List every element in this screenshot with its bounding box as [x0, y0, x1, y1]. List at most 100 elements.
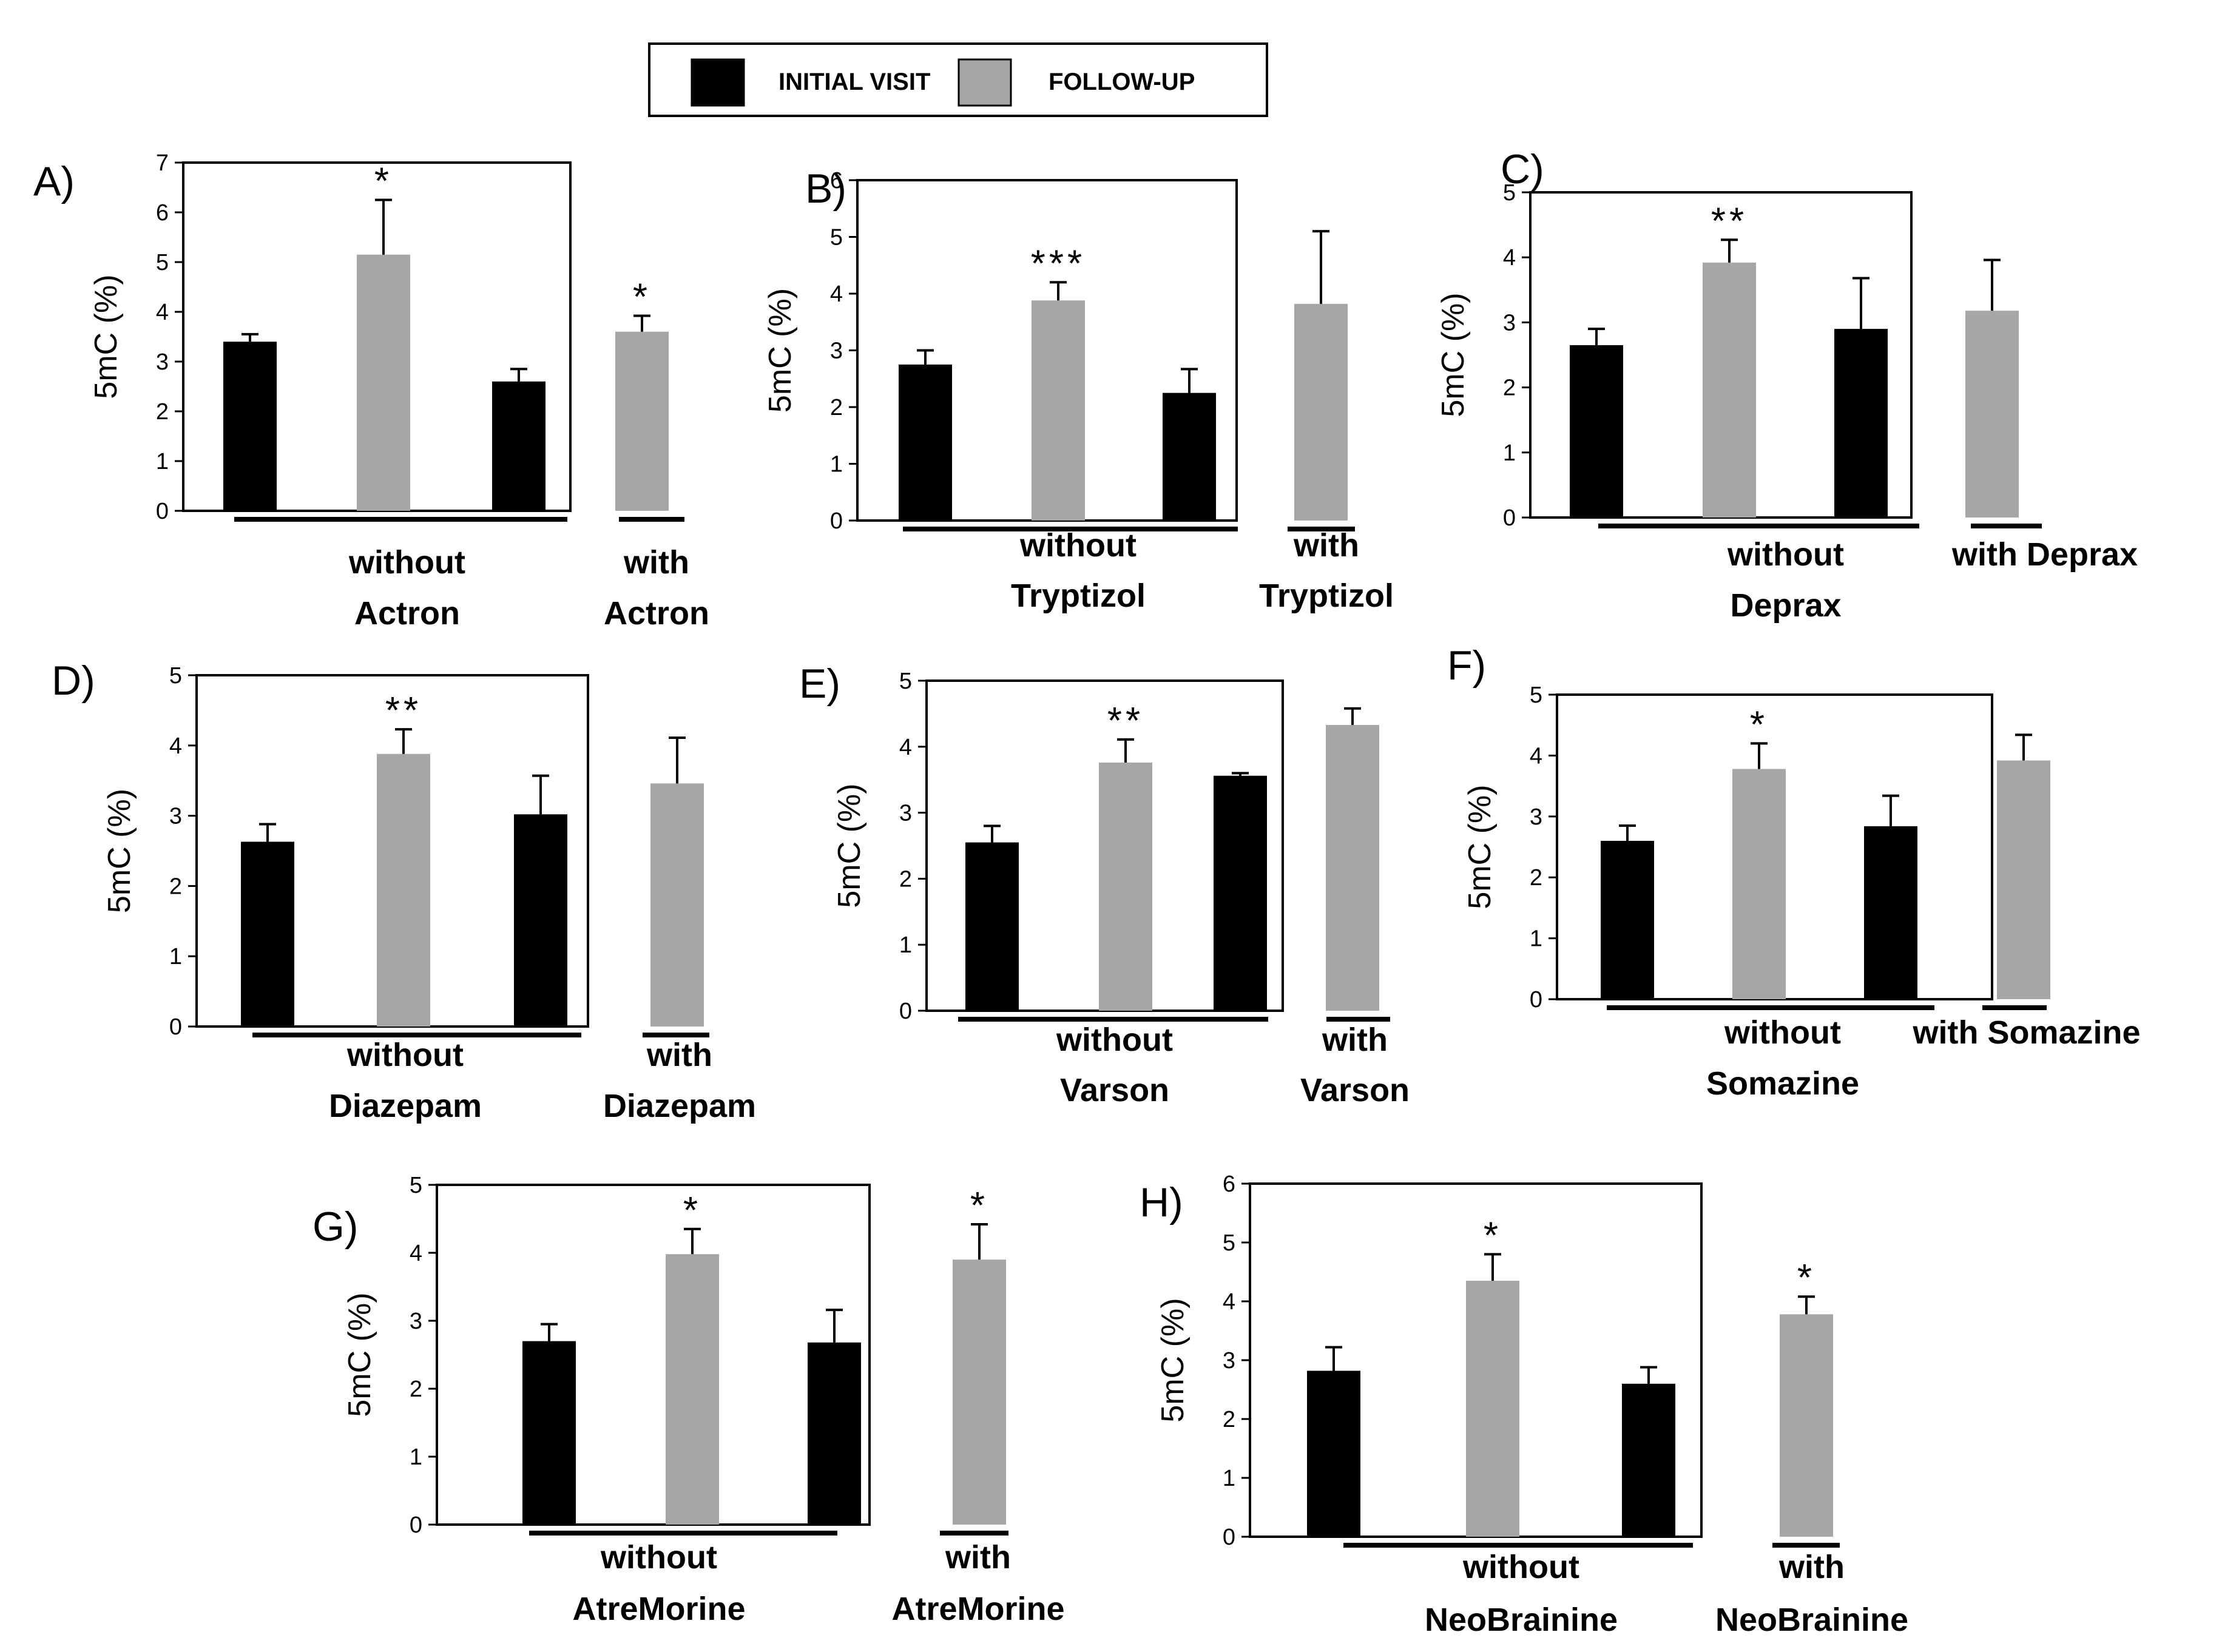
- y-tick-label: 2: [1530, 865, 1542, 891]
- y-tick-label: 3: [169, 804, 182, 829]
- significance-marker: **: [1107, 700, 1144, 742]
- significance-marker: *: [1797, 1257, 1815, 1299]
- y-axis-label: 5mC (%): [102, 789, 137, 913]
- y-tick-label: 2: [156, 399, 169, 425]
- significance-marker: **: [385, 690, 422, 732]
- y-tick-label: 3: [1503, 310, 1516, 335]
- bar-initial: [1214, 775, 1267, 1011]
- bar-initial: [1864, 826, 1917, 999]
- chart-panel: D) 0 1 2 3 4 5 5mC (%) ** without Diazepam with Diaz…: [52, 658, 756, 1124]
- bar-followup: [1997, 760, 2050, 999]
- bar-followup: [1965, 311, 2019, 518]
- group-label: with Deprax: [1951, 536, 2138, 573]
- y-tick-label: 4: [830, 282, 843, 307]
- bar-followup: [1099, 762, 1152, 1011]
- y-tick-label: 5: [1223, 1230, 1235, 1256]
- bar-initial: [965, 842, 1019, 1011]
- y-tick-label: 0: [410, 1512, 422, 1538]
- y-tick-label: 2: [830, 395, 843, 420]
- y-axis-label: 5mC (%): [1462, 784, 1498, 909]
- group-label: without: [1724, 1014, 1841, 1051]
- group-label: without: [348, 544, 465, 581]
- y-tick-label: 5: [899, 669, 912, 694]
- y-tick-label: 3: [156, 349, 169, 375]
- y-tick-label: 1: [830, 452, 843, 477]
- bar-followup: [650, 783, 704, 1027]
- bar-followup: [953, 1259, 1006, 1525]
- legend-label-followup: FOLLOW-UP: [1049, 69, 1195, 95]
- chart-panel: G) 0 1 2 3 4 5 5mC (%) * * without AtreMorine with At…: [312, 1173, 1065, 1627]
- group-label: with: [623, 544, 689, 581]
- y-tick-label: 3: [830, 339, 843, 364]
- y-tick-label: 1: [1223, 1466, 1235, 1491]
- y-tick-label: 4: [156, 300, 169, 325]
- legend: INITIAL VISIT FOLLOW-UP: [648, 42, 1268, 117]
- y-tick-label: 0: [1530, 987, 1542, 1013]
- y-tick-label: 6: [830, 168, 843, 194]
- significance-marker: *: [374, 161, 393, 203]
- y-tick-label: 0: [156, 499, 169, 524]
- group-label: without: [1056, 1022, 1173, 1058]
- bar-initial: [1163, 393, 1216, 521]
- significance-marker: *: [1750, 704, 1768, 746]
- group-label: with: [646, 1037, 712, 1073]
- bar-followup: [615, 331, 669, 511]
- group-label: Tryptizol: [1259, 578, 1394, 614]
- bar-initial: [492, 381, 545, 511]
- y-axis-label: 5mC (%): [89, 274, 124, 399]
- legend-swatch-initial: [691, 58, 745, 107]
- bar-followup: [1326, 724, 1379, 1011]
- y-tick-label: 2: [899, 866, 912, 892]
- y-tick-label: 0: [1503, 505, 1516, 531]
- group-label: Actron: [604, 595, 709, 632]
- y-tick-label: 4: [169, 733, 182, 759]
- bar-initial: [223, 342, 277, 511]
- y-tick-label: 4: [410, 1241, 422, 1266]
- y-tick-label: 1: [156, 449, 169, 474]
- y-tick-label: 1: [169, 944, 182, 969]
- y-tick-label: 6: [1223, 1172, 1235, 1197]
- group-label: with: [945, 1539, 1011, 1576]
- group-label: Diazepam: [603, 1088, 756, 1124]
- group-label: without: [346, 1037, 464, 1073]
- group-label: with: [1293, 527, 1359, 564]
- bar-initial: [1834, 329, 1888, 518]
- significance-marker: ***: [1031, 243, 1086, 285]
- bar-followup: [357, 254, 410, 511]
- group-label: NeoBrainine: [1715, 1602, 1908, 1638]
- bar-initial: [514, 814, 567, 1027]
- bar-initial: [1307, 1370, 1360, 1537]
- y-tick-label: 2: [410, 1377, 422, 1402]
- y-axis-label: 5mC (%): [763, 288, 798, 413]
- bar-followup: [666, 1254, 719, 1525]
- group-label: Varson: [1300, 1072, 1410, 1108]
- bar-initial: [808, 1342, 861, 1525]
- panel-label: A): [33, 158, 75, 204]
- bar-followup: [377, 754, 430, 1027]
- y-tick-label: 1: [1530, 926, 1542, 952]
- y-tick-label: 5: [156, 250, 169, 275]
- y-tick-label: 0: [1223, 1525, 1235, 1550]
- y-tick-label: 4: [1503, 245, 1516, 271]
- group-label: without: [600, 1539, 717, 1576]
- significance-marker: *: [683, 1190, 701, 1232]
- group-label: with: [1778, 1549, 1845, 1585]
- significance-marker: *: [633, 277, 651, 319]
- y-tick-label: 2: [1223, 1407, 1235, 1432]
- legend-swatch-followup: [958, 58, 1012, 107]
- y-tick-label: 1: [410, 1445, 422, 1470]
- group-label: with: [1322, 1022, 1388, 1058]
- group-label: Somazine: [1706, 1065, 1859, 1102]
- significance-marker: *: [970, 1185, 988, 1227]
- group-label: Actron: [354, 595, 460, 632]
- y-tick-label: 3: [1530, 804, 1542, 830]
- bar-followup: [1703, 262, 1756, 518]
- y-axis-label: 5mC (%): [832, 783, 867, 908]
- group-label: NeoBrainine: [1425, 1602, 1618, 1638]
- y-tick-label: 3: [899, 801, 912, 826]
- y-axis-label: 5mC (%): [1155, 1298, 1191, 1422]
- chart-panel: H) 0 1 2 3 4 5 6 5mC (%) * * without NeoBrainine with…: [1140, 1172, 1908, 1638]
- y-tick-label: 5: [1503, 180, 1516, 206]
- y-tick-label: 2: [169, 874, 182, 899]
- bar-initial: [899, 364, 952, 521]
